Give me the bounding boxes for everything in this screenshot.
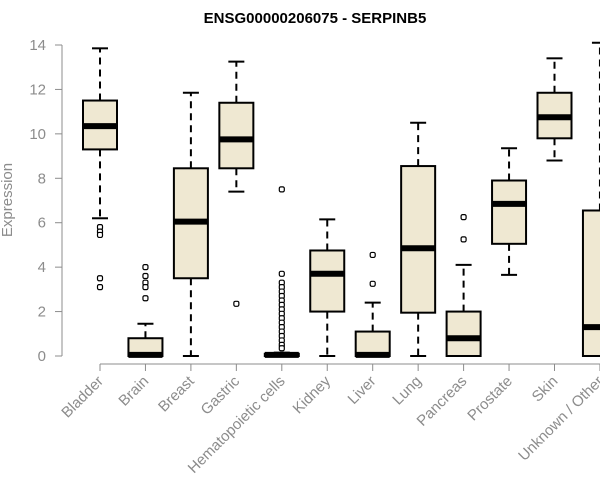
outlier-point <box>96 284 104 291</box>
outlier-point <box>460 214 467 221</box>
box-iqr <box>400 165 437 314</box>
box-iqr <box>309 249 346 313</box>
y-tick-label: 10 <box>29 126 46 143</box>
y-tick-label: 14 <box>29 37 46 54</box>
outlier-point <box>369 280 376 287</box>
box-iqr <box>218 101 255 170</box>
outlier-point <box>142 264 149 271</box>
box-brain <box>127 264 164 358</box>
box-pancreas <box>445 214 482 358</box>
box-liver <box>354 251 391 358</box>
outlier-point <box>278 270 285 277</box>
box-lung <box>400 121 437 357</box>
boxes <box>82 41 600 358</box>
y-tick-label: 0 <box>38 348 46 365</box>
y-axis-label: Expression <box>0 163 16 237</box>
outlier-point <box>278 345 285 352</box>
y-tick-label: 4 <box>38 259 46 276</box>
y-tick-label: 2 <box>38 304 46 321</box>
chart-title: ENSG00000206075 - SERPINB5 <box>204 10 427 27</box>
x-tick-label: Prostate <box>464 373 516 425</box>
x-tick-label: Breast <box>155 372 198 415</box>
outlier-point <box>278 186 285 193</box>
box-iqr <box>491 179 528 245</box>
outlier-point <box>96 231 104 239</box>
box-kidney <box>309 218 346 357</box>
y-tick-label: 8 <box>38 170 46 187</box>
box-hematopoietic-cells <box>263 186 300 358</box>
x-tick-label: Kidney <box>290 372 335 417</box>
outlier-point <box>96 275 104 282</box>
x-tick-label: Liver <box>345 373 380 408</box>
outlier-point <box>233 300 240 307</box>
outlier-point <box>142 272 149 280</box>
outlier-point <box>142 284 149 291</box>
box-prostate <box>491 147 528 276</box>
box-skin <box>536 57 573 162</box>
box-bladder <box>82 47 118 291</box>
box-gastric <box>218 60 255 307</box>
x-tick-label: Skin <box>529 373 562 406</box>
outlier-point <box>369 251 376 259</box>
box-unknown-other <box>581 41 600 357</box>
box-iqr <box>445 310 482 358</box>
outlier-point <box>142 295 149 302</box>
x-tick-label: Bladder <box>58 373 107 422</box>
box-iqr <box>581 209 600 357</box>
x-tick-label: Brain <box>115 373 152 410</box>
x-tick-label: Pancreas <box>414 373 471 430</box>
outlier-point <box>460 236 467 243</box>
y-tick-label: 6 <box>38 215 46 232</box>
y-axis: 0 2 4 6 8 10 12 14 <box>29 37 63 365</box>
y-tick-label: 12 <box>29 81 46 98</box>
box-breast <box>172 91 209 357</box>
x-tick-label: Lung <box>389 373 425 409</box>
